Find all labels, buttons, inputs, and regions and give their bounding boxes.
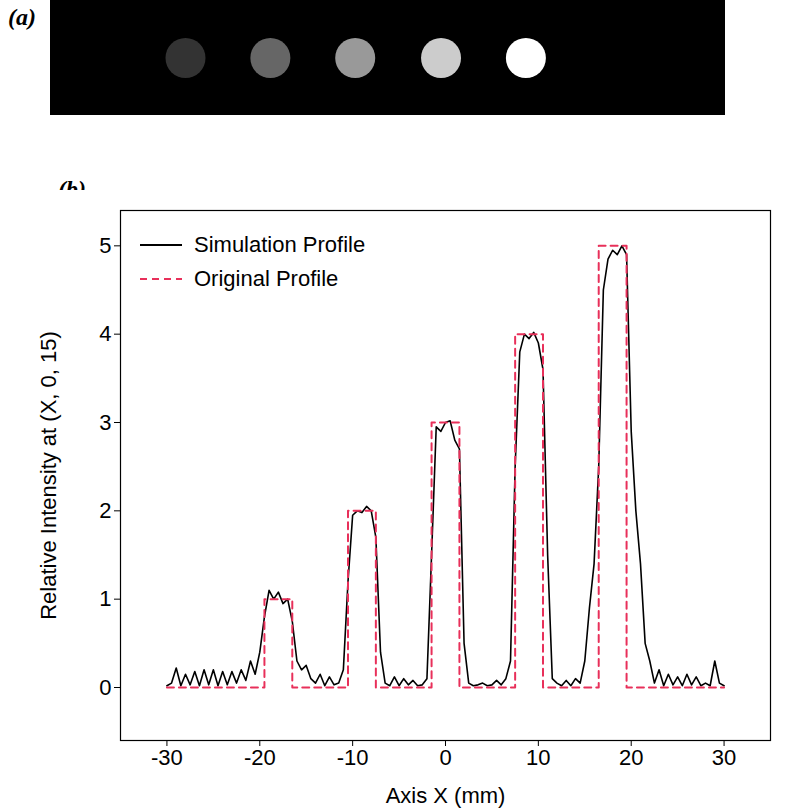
svg-text:-20: -20: [244, 745, 276, 770]
svg-text:Relative Intensity at (X, 0, 1: Relative Intensity at (X, 0, 15): [36, 331, 61, 620]
svg-text:20: 20: [619, 745, 643, 770]
svg-text:0: 0: [439, 745, 451, 770]
svg-text:5: 5: [99, 233, 111, 258]
html-text:Original Profile: Original Profile: [194, 266, 339, 291]
html-text:Simulation Profile: Simulation Profile: [194, 232, 366, 257]
svg-text:1: 1: [99, 586, 111, 611]
svg-text:3: 3: [99, 410, 111, 435]
svg-text:4: 4: [99, 321, 111, 346]
svg-text:2: 2: [99, 498, 111, 523]
svg-text:0: 0: [99, 675, 111, 700]
html-text:(a): (a): [8, 4, 36, 30]
svg-text:Axis X (mm): Axis X (mm): [386, 783, 506, 808]
html-text:(b): (b): [58, 176, 86, 202]
svg-text:30: 30: [712, 745, 736, 770]
svg-text:-10: -10: [337, 745, 369, 770]
svg-text:-30: -30: [151, 745, 183, 770]
svg-text:10: 10: [526, 745, 550, 770]
